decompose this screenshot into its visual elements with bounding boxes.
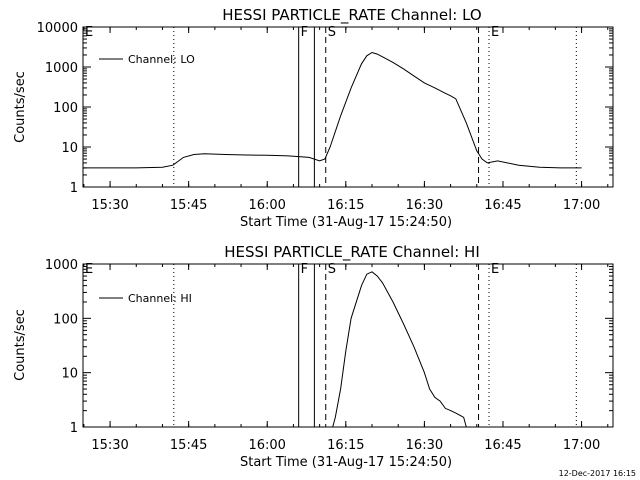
plot-frame-lo [82, 26, 614, 188]
x-tick-label: 16:15 [327, 438, 364, 453]
x-axis-label-lo: Start Time (31-Aug-17 15:24:50) [240, 215, 452, 230]
legend-label-lo: Channel: LO [128, 53, 195, 66]
legend-lo: Channel: LO [99, 53, 195, 66]
x-tick-label: 15:45 [170, 198, 207, 213]
y-tick-label: 10000 [37, 21, 78, 36]
event-marker-label: E [491, 25, 499, 40]
y-axis-ticks-hi: 1 10 100 1000 [45, 258, 613, 436]
event-marker-label: F [301, 262, 308, 277]
event-marker-label: E [491, 262, 499, 277]
x-tick-label: 16:30 [406, 438, 443, 453]
y-tick-label: 1000 [45, 61, 78, 76]
series-line-hi [332, 271, 467, 428]
y-axis-ticks-lo: 1 10 100 1000 10000 [37, 21, 613, 196]
y-tick-label: 1000 [45, 258, 78, 273]
chart-title-hi: HESSI PARTICLE_RATE Channel: HI [224, 243, 480, 262]
legend-hi: Channel: HI [99, 292, 192, 305]
x-tick-label: 17:00 [563, 198, 600, 213]
chart-panel-lo: HESSI PARTICLE_RATE Channel: LO E F S E 15:… [13, 6, 614, 230]
event-marker-label: E [85, 262, 93, 277]
x-tick-label: 16:30 [406, 198, 443, 213]
x-axis-label-hi: Start Time (31-Aug-17 15:24:50) [240, 455, 452, 470]
event-marker-label: F [301, 25, 308, 40]
y-tick-label: 1 [70, 181, 78, 196]
y-tick-label: 10 [61, 141, 78, 156]
x-tick-label: 15:30 [91, 438, 128, 453]
series-line-lo [83, 51, 582, 169]
legend-label-hi: Channel: HI [128, 292, 192, 305]
footer-timestamp: 12-Dec-2017 16:15 [559, 469, 636, 478]
y-tick-label: 100 [53, 312, 78, 327]
event-marker-label: E [85, 25, 93, 40]
plot-frame-hi [82, 263, 614, 428]
event-marker-label: S [328, 25, 336, 40]
chart-title-lo: HESSI PARTICLE_RATE Channel: LO [222, 6, 481, 25]
y-tick-label: 10 [61, 367, 78, 382]
x-tick-label: 16:45 [484, 438, 521, 453]
y-axis-label-hi: Counts/sec [13, 309, 28, 381]
x-tick-label: 17:00 [563, 438, 600, 453]
y-tick-label: 100 [53, 101, 78, 116]
x-tick-label: 16:00 [248, 438, 285, 453]
x-tick-label: 16:45 [484, 198, 521, 213]
y-axis-label-lo: Counts/sec [13, 71, 28, 143]
x-tick-label: 15:30 [91, 198, 128, 213]
y-tick-label: 1 [70, 421, 78, 436]
x-axis-ticks-hi: 15:30 15:45 16:00 16:15 16:30 16:45 17:00 [83, 264, 609, 453]
chart-panel-hi: HESSI PARTICLE_RATE Channel: HI E F S E 15:… [13, 243, 614, 470]
x-axis-ticks-lo: 15:30 15:45 16:00 16:15 16:30 16:45 17:00 [83, 27, 609, 213]
event-marker-label: S [328, 262, 336, 277]
x-tick-label: 16:00 [248, 198, 285, 213]
x-tick-label: 16:15 [327, 198, 364, 213]
x-tick-label: 15:45 [170, 438, 207, 453]
